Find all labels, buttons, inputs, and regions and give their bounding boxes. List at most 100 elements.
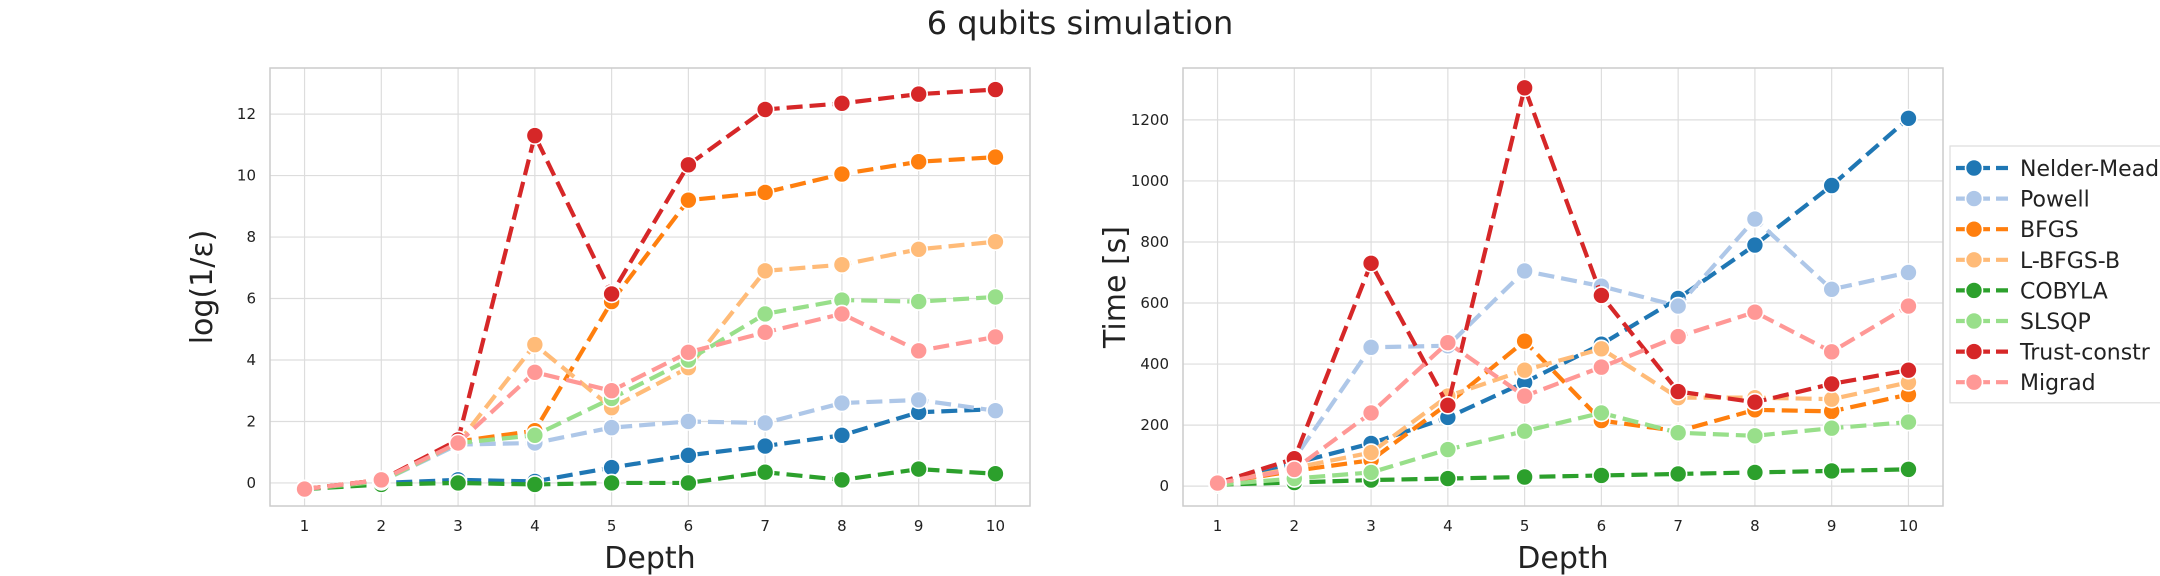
data-point-trust-constr — [1592, 286, 1611, 305]
data-point-trust-constr — [1745, 392, 1765, 412]
x-tick-label: 8 — [1750, 517, 1760, 535]
data-point-cobyla — [525, 475, 545, 494]
series-line-l-bfgs-b — [1217, 346, 1909, 486]
data-point-migrad — [832, 304, 852, 324]
series-line-cobyla — [1217, 467, 1909, 487]
data-point-slsqp — [525, 426, 545, 445]
data-point-cobyla — [1745, 463, 1765, 482]
y-tick-label: 8 — [246, 228, 256, 246]
plot-frame — [269, 67, 1031, 507]
x-tick-label: 10 — [986, 517, 1005, 535]
data-point-powell — [1745, 209, 1765, 229]
x-tick-label: 1 — [1213, 517, 1223, 535]
x-tick-label: 9 — [1827, 517, 1837, 535]
data-point-slsqp — [1822, 418, 1841, 438]
x-tick-label: 4 — [530, 517, 540, 535]
data-point-cobyla — [1438, 469, 1458, 488]
plot-panel-2: 1 2 3 4 5 6 7 8 9 10 0 200 400 600 800 1000 1200 Depth Tim… — [1098, 67, 1944, 576]
legend-label: Migrad — [2020, 371, 2096, 396]
data-point-migrad — [372, 470, 391, 490]
figure-title: 6 qubits simulation — [926, 4, 1234, 42]
data-point-slsqp — [1592, 403, 1611, 423]
data-point-migrad — [1745, 302, 1765, 322]
data-point-cobyla — [602, 473, 621, 493]
data-point-cobyla — [1822, 461, 1841, 481]
data-point-l-bfgs-b — [909, 240, 928, 259]
legend-swatch-marker — [1964, 372, 1984, 392]
data-point-cobyla — [986, 464, 1005, 484]
data-point-powell — [679, 412, 698, 431]
data-point-migrad — [295, 479, 314, 499]
y-axis-label: log(1/ε) — [185, 230, 220, 345]
data-point-slsqp — [1899, 412, 1918, 432]
legend-swatch-marker — [1964, 219, 1984, 239]
data-point-trust-constr — [1438, 395, 1458, 415]
data-point-trust-constr — [909, 84, 928, 104]
x-tick-label: 10 — [1899, 517, 1918, 535]
data-point-slsqp — [1361, 463, 1381, 482]
data-point-trust-constr — [832, 94, 852, 113]
data-point-nelder-mead — [755, 436, 775, 456]
data-point-trust-constr — [1361, 254, 1381, 273]
data-point-powell — [909, 390, 928, 410]
x-tick-label: 1 — [300, 517, 310, 535]
data-point-cobyla — [679, 473, 698, 493]
y-tick-label: 12 — [237, 105, 256, 123]
plot-area — [1183, 68, 1943, 506]
data-point-trust-constr — [525, 126, 545, 145]
data-point-cobyla — [832, 470, 852, 490]
x-tick-label: 7 — [1673, 517, 1683, 535]
data-point-migrad — [448, 433, 468, 453]
data-point-powell — [755, 413, 775, 433]
series-line-migrad — [304, 311, 996, 492]
legend-swatch-marker — [1964, 250, 1984, 270]
legend-entry-slsqp: SLSQP — [1956, 310, 2091, 335]
data-point-powell — [1361, 337, 1381, 357]
data-point-cobyla — [1668, 464, 1688, 484]
legend-swatch-marker — [1964, 158, 1984, 178]
data-point-l-bfgs-b — [986, 232, 1005, 251]
data-point-migrad — [986, 327, 1005, 347]
data-point-trust-constr — [679, 155, 698, 175]
data-point-trust-constr — [1822, 374, 1841, 394]
y-tick-label: 2 — [246, 412, 256, 430]
data-point-l-bfgs-b — [755, 261, 775, 281]
y-tick-label: 1000 — [1131, 172, 1169, 190]
data-point-slsqp — [1438, 440, 1458, 459]
x-tick-label: 3 — [1366, 517, 1376, 535]
y-tick-label: 0 — [1159, 477, 1169, 495]
y-tick-label: 6 — [246, 290, 256, 308]
y-tick-label: 0 — [246, 474, 256, 492]
data-point-migrad — [1208, 473, 1227, 493]
data-point-trust-constr — [1515, 78, 1534, 98]
y-tick-label: 800 — [1140, 233, 1169, 251]
data-point-cobyla — [1592, 466, 1611, 485]
legend-label: COBYLA — [2020, 279, 2108, 304]
data-point-bfgs — [1515, 331, 1534, 351]
series-line-nelder-mead — [304, 407, 996, 492]
data-point-nelder-mead — [1822, 176, 1841, 195]
data-point-l-bfgs-b — [1592, 339, 1611, 359]
series-line-slsqp — [1217, 410, 1909, 487]
x-tick-label: 7 — [760, 517, 770, 535]
data-point-l-bfgs-b — [1822, 389, 1841, 409]
data-point-slsqp — [909, 292, 928, 311]
data-point-migrad — [1438, 333, 1458, 353]
legend-entry-cobyla: COBYLA — [1956, 279, 2108, 304]
data-point-migrad — [1822, 342, 1841, 362]
data-point-migrad — [1515, 386, 1534, 406]
y-tick-label: 400 — [1140, 355, 1169, 373]
series-migrad — [295, 304, 1005, 499]
legend-label: Nelder-Mead — [2020, 157, 2159, 182]
x-tick-label: 2 — [377, 517, 387, 535]
data-point-l-bfgs-b — [525, 335, 545, 354]
legend-label: BFGS — [2020, 218, 2079, 243]
x-tick-label: 6 — [1597, 517, 1607, 535]
data-point-slsqp — [1745, 426, 1765, 446]
series-line-powell — [1216, 216, 1909, 486]
data-point-powell — [602, 418, 621, 437]
data-point-nelder-mead — [1745, 235, 1765, 255]
data-point-migrad — [1592, 357, 1611, 377]
